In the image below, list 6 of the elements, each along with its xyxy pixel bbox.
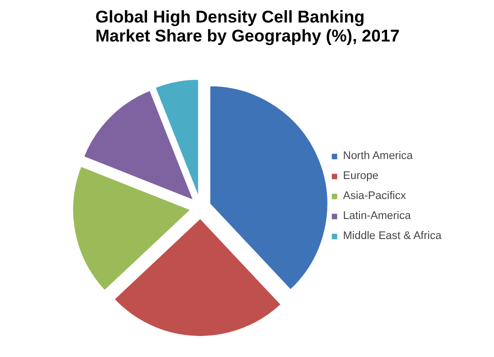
chart-title: Global High Density Cell Banking Market Share by Geography (%), 2017 (95, 8, 400, 46)
legend-label: Middle East & Africa (343, 230, 442, 242)
legend-label: Latin-America (343, 210, 411, 222)
legend-label: Asia-Pacificx (343, 190, 406, 202)
legend-label: Europe (343, 170, 378, 182)
legend-label: North America (343, 150, 413, 162)
